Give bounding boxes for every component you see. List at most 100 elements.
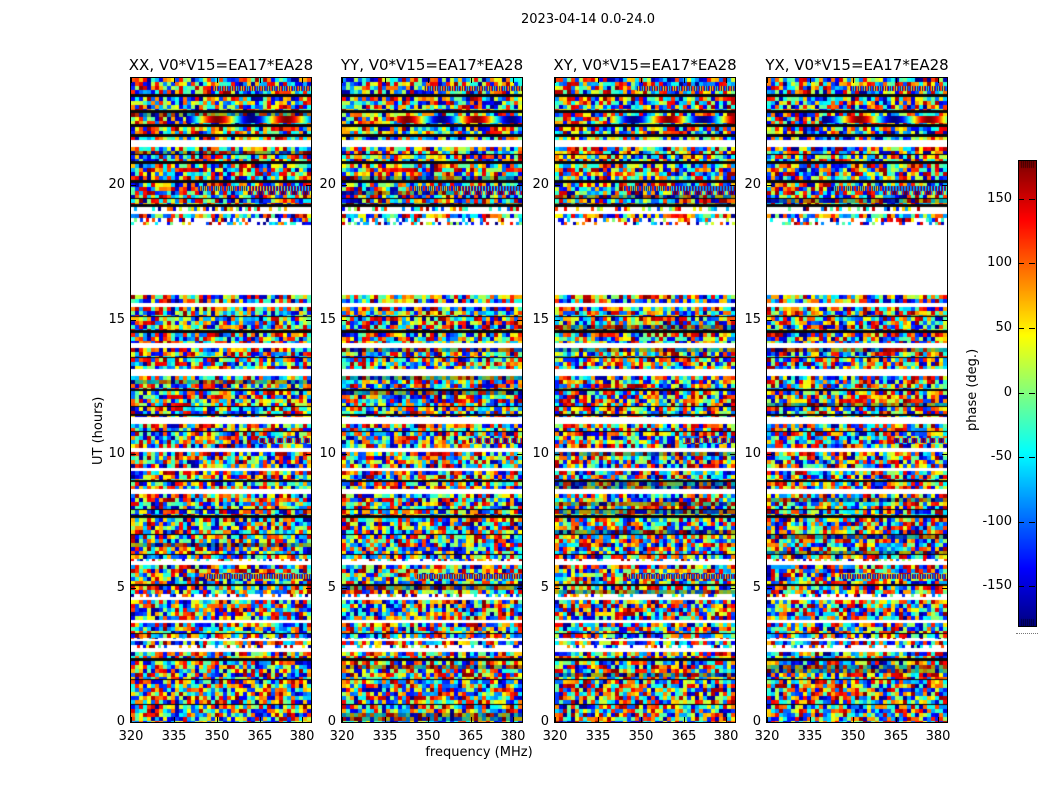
x-tick [513, 717, 514, 722]
y-tick [517, 588, 522, 589]
heatmap-panel-yx: YX, V0*V15=EA17*EA28 [765, 56, 949, 723]
colorbar-tick [1029, 263, 1035, 264]
heatmap-canvas-xy [555, 78, 735, 722]
heatmap-panel-yy: YY, V0*V15=EA17*EA28 [341, 56, 523, 723]
colorbar-tick [1018, 457, 1024, 458]
colorbar-tick [1018, 393, 1024, 394]
y-tick [767, 722, 772, 723]
x-tick [896, 717, 897, 722]
y-tick [767, 588, 772, 589]
heatmap-panel-xy: XY, V0*V15=EA17*EA28 [553, 56, 737, 723]
x-tick-label: 335 [161, 729, 187, 744]
x-tick [853, 78, 854, 83]
x-tick [726, 717, 727, 722]
heatmap-panel-xx: XX, V0*V15=EA17*EA28 [129, 56, 313, 723]
x-tick-label: 365 [247, 729, 273, 744]
x-tick [810, 717, 811, 722]
y-tick [555, 185, 560, 186]
x-tick [385, 78, 386, 83]
x-tick [853, 717, 854, 722]
y-tick [517, 185, 522, 186]
x-tick-label: 320 [754, 729, 780, 744]
colorbar-tick-label: -50 [990, 449, 1012, 464]
y-tick [730, 588, 735, 589]
panel-title-xy: XY, V0*V15=EA17*EA28 [553, 56, 737, 74]
y-tick [306, 185, 311, 186]
x-tick [726, 78, 727, 83]
x-tick-label: 380 [500, 729, 526, 744]
y-tick-label: 0 [540, 714, 549, 729]
x-tick [217, 717, 218, 722]
x-tick [428, 717, 429, 722]
y-tick [131, 454, 136, 455]
x-tick-label: 350 [204, 729, 230, 744]
heatmap-canvas-yx [767, 78, 947, 722]
y-tick [517, 320, 522, 321]
colorbar-tick [1018, 522, 1024, 523]
colorbar-tick [1029, 522, 1035, 523]
colorbar-tick [1018, 263, 1024, 264]
x-tick [217, 78, 218, 83]
x-tick [767, 78, 768, 83]
colorbar-tick-label: 150 [987, 191, 1012, 206]
x-tick [471, 717, 472, 722]
x-tick [896, 78, 897, 83]
x-tick-label: 335 [372, 729, 398, 744]
y-tick [517, 722, 522, 723]
y-tick [730, 320, 735, 321]
heatmap-canvas-yy [342, 78, 522, 722]
y-tick [131, 588, 136, 589]
y-tick-label: 5 [327, 580, 336, 595]
y-tick [342, 320, 347, 321]
x-tick-label: 365 [458, 729, 484, 744]
y-tick [342, 722, 347, 723]
y-tick [306, 722, 311, 723]
y-tick [942, 722, 947, 723]
x-tick [302, 717, 303, 722]
colorbar-tick [1029, 393, 1035, 394]
y-tick [555, 454, 560, 455]
colorbar-tick [1018, 199, 1024, 200]
colorbar-tick-label: -100 [982, 514, 1012, 529]
colorbar-tick [1029, 457, 1035, 458]
panel-title-yy: YY, V0*V15=EA17*EA28 [340, 56, 524, 74]
colorbar-tick-label: -150 [982, 578, 1012, 593]
colorbar-underline [1016, 633, 1038, 634]
x-tick [471, 78, 472, 83]
y-tick [555, 320, 560, 321]
colorbar-tick [1029, 199, 1035, 200]
x-tick [302, 78, 303, 83]
y-tick [131, 185, 136, 186]
x-tick [513, 78, 514, 83]
x-tick-label: 350 [840, 729, 866, 744]
x-tick [641, 717, 642, 722]
x-tick-label: 320 [329, 729, 355, 744]
y-tick-label: 15 [108, 312, 125, 327]
x-tick-label: 365 [671, 729, 697, 744]
x-axis-label: frequency (MHz) [425, 745, 533, 760]
x-tick [598, 78, 599, 83]
x-tick [938, 78, 939, 83]
y-tick [306, 454, 311, 455]
y-tick [131, 722, 136, 723]
y-tick-label: 10 [319, 446, 336, 461]
x-tick [428, 78, 429, 83]
x-tick-label: 320 [542, 729, 568, 744]
panel-title-xx: XX, V0*V15=EA17*EA28 [128, 56, 314, 74]
figure-title: 2023-04-14 0.0-24.0 [521, 12, 655, 27]
y-tick-label: 0 [752, 714, 761, 729]
x-tick-label: 380 [713, 729, 739, 744]
x-tick [810, 78, 811, 83]
y-tick [942, 588, 947, 589]
x-tick [174, 717, 175, 722]
y-tick [730, 722, 735, 723]
colorbar-tick [1029, 586, 1035, 587]
x-tick [938, 717, 939, 722]
y-tick-label: 15 [532, 312, 549, 327]
x-tick [131, 78, 132, 83]
colorbar-tick-label: 0 [1003, 385, 1012, 400]
colorbar-tick [1018, 586, 1024, 587]
y-tick-label: 20 [532, 177, 549, 192]
x-tick-label: 335 [797, 729, 823, 744]
